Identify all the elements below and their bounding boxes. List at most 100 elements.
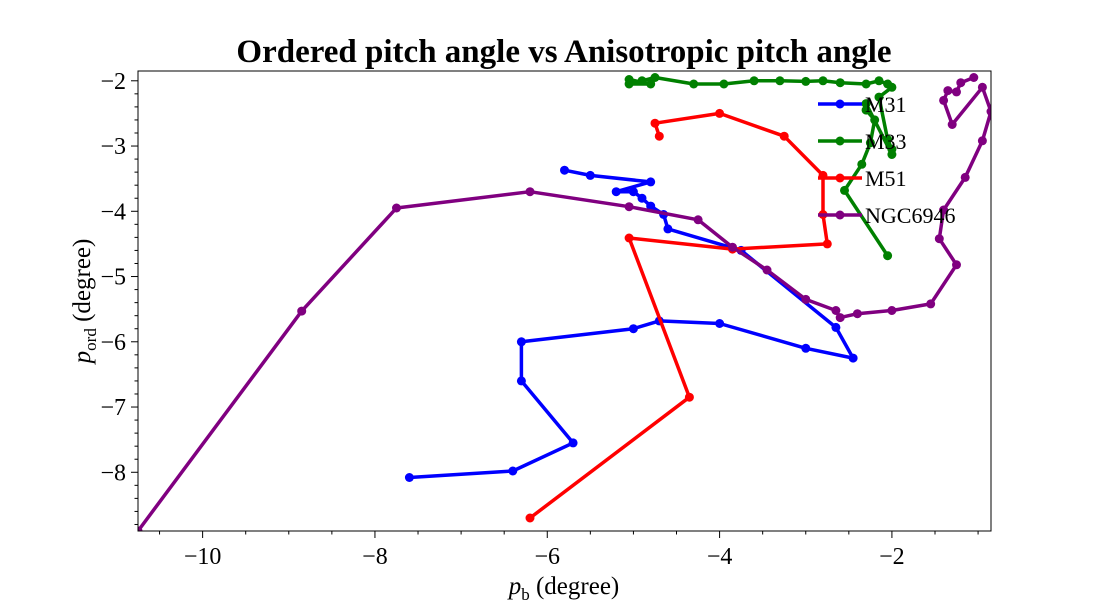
chart-title: Ordered pitch angle vs Anisotropic pitch…: [236, 34, 891, 70]
data-point-m31: [611, 187, 621, 197]
legend-marker-m33: [835, 136, 845, 146]
data-point-m51: [684, 392, 694, 402]
data-point-m31: [628, 187, 638, 197]
data-point-m33: [719, 79, 729, 89]
series-m33: [624, 73, 897, 261]
data-point-m33: [887, 144, 897, 154]
data-point-ngc6946: [943, 86, 953, 96]
data-point-m51: [822, 239, 832, 249]
data-point-ngc6946: [952, 87, 961, 97]
data-point-m31: [663, 224, 673, 234]
data-point-m31: [508, 466, 518, 476]
data-point-ngc6946: [693, 215, 703, 225]
data-point-m33: [689, 79, 699, 89]
data-point-m33: [646, 79, 656, 89]
data-point-m51: [779, 131, 789, 141]
data-point-m33: [861, 79, 871, 89]
data-point-ngc6946: [960, 172, 970, 182]
legend-marker-ngc6946: [835, 210, 845, 220]
data-point-m33: [883, 79, 893, 89]
data-point-m31: [516, 376, 526, 386]
x-axis-label-rest: (degree): [530, 573, 620, 600]
x-axis-label: pb (degree): [507, 573, 620, 600]
data-point-m33: [637, 76, 647, 86]
data-point-m31: [585, 170, 595, 180]
data-point-m33: [840, 185, 849, 195]
y-axis-label: pord (degree): [69, 239, 100, 366]
legend: M31 M33 M51 NGC6946: [818, 92, 955, 228]
data-point-ngc6946: [138, 526, 143, 531]
data-point-m33: [861, 99, 871, 109]
data-point-ngc6946: [947, 120, 957, 129]
data-point-ngc6946: [801, 294, 811, 304]
data-point-m33: [874, 76, 884, 86]
data-point-ngc6946: [952, 260, 961, 270]
y-tick-label: −7: [100, 395, 126, 421]
data-point-ngc6946: [926, 299, 936, 309]
y-tick-label: −3: [100, 134, 126, 160]
series-line-m51: [528, 111, 830, 520]
series-ngc6946: [138, 73, 991, 531]
data-point-m31: [637, 193, 647, 203]
data-point-m33: [874, 92, 884, 102]
data-point-ngc6946: [525, 187, 535, 197]
data-point-ngc6946: [297, 306, 307, 316]
y-tick-label: −4: [100, 199, 126, 225]
data-point-m33: [835, 78, 845, 88]
data-point-ngc6946: [977, 136, 987, 146]
data-point-m31: [628, 324, 638, 334]
data-point-m31: [646, 177, 656, 187]
legend-label-m51: M51: [865, 166, 907, 191]
data-point-m31: [801, 343, 811, 353]
plot-frame: [137, 70, 992, 532]
x-tick-label: −2: [879, 544, 905, 570]
y-axis-label-sub: ord: [81, 328, 100, 351]
data-point-m51: [715, 108, 725, 118]
data-point-m33: [650, 73, 660, 82]
x-tick-label: −4: [707, 544, 733, 570]
data-point-ngc6946: [835, 313, 845, 323]
data-point-m51: [654, 131, 664, 141]
data-point-m33: [865, 138, 875, 148]
data-point-m33: [749, 76, 759, 86]
data-point-ngc6946: [939, 95, 949, 105]
data-point-ngc6946: [956, 78, 966, 88]
data-point-ngc6946: [887, 306, 897, 315]
data-point-ngc6946: [831, 306, 841, 315]
data-point-m33: [870, 115, 880, 125]
x-tick-label: −10: [184, 544, 222, 570]
data-point-m31: [715, 319, 725, 328]
x-axis-label-sub: b: [521, 585, 530, 600]
y-axis-label-rest: (degree): [69, 239, 96, 329]
data-point-ngc6946: [728, 242, 737, 252]
data-point-ngc6946: [977, 82, 987, 92]
y-tick-label: −8: [100, 460, 126, 486]
data-point-ngc6946: [939, 205, 949, 215]
x-tick-label: −6: [534, 544, 560, 570]
data-point-m33: [883, 135, 893, 144]
data-point-m51: [650, 118, 660, 128]
data-point-m31: [560, 165, 569, 175]
data-point-m33: [801, 76, 811, 86]
series-m31: [404, 165, 858, 482]
data-point-ngc6946: [762, 265, 772, 275]
y-tick-label: −6: [100, 330, 126, 356]
data-point-m31: [646, 201, 656, 211]
data-point-m33: [857, 159, 867, 169]
data-point-ngc6946: [969, 73, 979, 82]
data-point-m31: [848, 353, 858, 363]
data-point-m33: [624, 75, 634, 84]
series-line-m31: [407, 168, 855, 480]
data-point-ngc6946: [392, 203, 401, 213]
x-axis-label-main: p: [507, 573, 522, 600]
data-point-m31: [568, 438, 578, 448]
data-point-m33: [818, 76, 828, 86]
data-point-m33: [883, 251, 893, 261]
legend-label-ngc6946: NGC6946: [865, 203, 955, 228]
axes-layer: −10 −8 −6 −4 −2 −8 −7 −6 −5 −4 −3 −2: [100, 69, 979, 570]
data-point-m31: [516, 337, 526, 347]
legend-marker-m31: [835, 99, 845, 109]
data-point-ngc6946: [934, 234, 944, 244]
data-point-m33: [861, 105, 871, 115]
y-tick-label: −5: [100, 265, 126, 291]
